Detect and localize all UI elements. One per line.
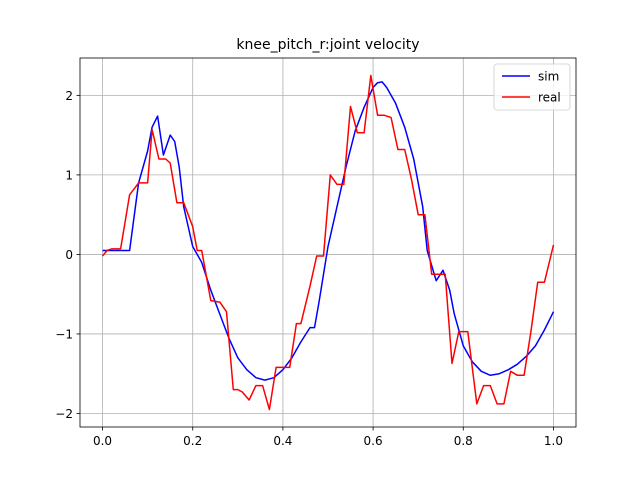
x-tick-label: 1.0 — [544, 434, 563, 448]
series-line-real — [101, 74, 555, 411]
x-tick-label: 0.0 — [93, 434, 112, 448]
chart-title: knee_pitch_r:joint velocity — [236, 37, 419, 53]
y-tick-label: −2 — [55, 407, 73, 421]
y-tick-label: −1 — [55, 327, 73, 341]
grid — [80, 58, 576, 427]
axes-frame — [79, 57, 577, 428]
y-tick-label: 2 — [65, 89, 73, 103]
y-axis: −2 −1 0 1 2 — [55, 89, 80, 421]
x-tick-label: 0.4 — [273, 434, 292, 448]
x-tick-label: 0.2 — [183, 434, 202, 448]
series-layer — [101, 74, 555, 411]
x-tick-label: 0.6 — [364, 434, 383, 448]
x-tick-label: 0.8 — [454, 434, 473, 448]
y-tick-label: 0 — [65, 248, 73, 262]
x-axis: 0.0 0.2 0.4 0.6 0.8 1.0 — [93, 427, 563, 448]
legend-label-real: real — [538, 91, 561, 105]
legend-label-sim: sim — [538, 70, 559, 84]
series-line-sim — [102, 81, 555, 381]
legend: sim real — [493, 63, 571, 111]
y-tick-label: 1 — [65, 168, 73, 182]
